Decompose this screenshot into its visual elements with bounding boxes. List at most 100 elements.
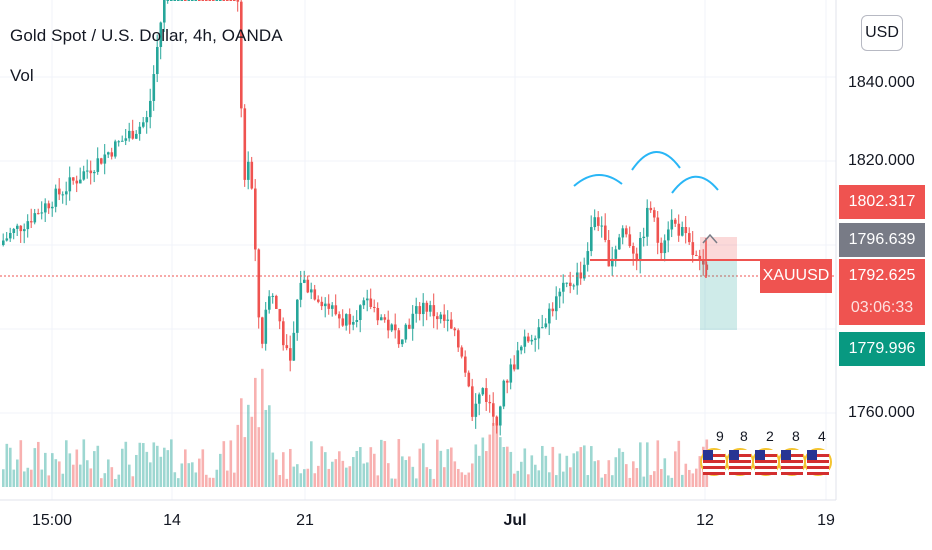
volume-bar bbox=[453, 461, 457, 487]
volume-bar bbox=[215, 469, 219, 487]
volume-bar bbox=[156, 445, 159, 487]
candle-body bbox=[653, 210, 656, 218]
volume-bar bbox=[439, 450, 443, 487]
candle-body bbox=[324, 303, 327, 307]
volume-bar bbox=[576, 451, 579, 487]
volume-bar bbox=[222, 441, 226, 487]
event-count: 8 bbox=[740, 428, 748, 444]
candle-body bbox=[23, 229, 26, 232]
us-flag-event-icon bbox=[726, 448, 754, 476]
candle-body bbox=[478, 394, 481, 404]
volume-bar bbox=[327, 468, 331, 487]
volume-bar bbox=[138, 442, 142, 487]
volume-bar bbox=[89, 468, 93, 487]
candle-body bbox=[345, 314, 348, 326]
candle-body bbox=[282, 321, 285, 346]
us-flag-event-icon bbox=[752, 448, 780, 476]
volume-bar bbox=[345, 467, 348, 487]
volume-bar bbox=[257, 427, 261, 487]
volume-bar bbox=[264, 409, 268, 487]
volume-bar bbox=[432, 478, 436, 487]
volume-bar bbox=[163, 447, 166, 487]
candle-body bbox=[387, 319, 390, 331]
volume-bar bbox=[82, 439, 86, 487]
candle-body bbox=[219, 0, 222, 1]
volume-bar bbox=[373, 453, 376, 487]
candle-body bbox=[481, 388, 485, 395]
time-axis-label: Jul bbox=[503, 512, 527, 529]
candle-body bbox=[40, 212, 44, 214]
volume-bar bbox=[425, 467, 429, 487]
volume-bar bbox=[460, 472, 464, 487]
us-flag-event-icon bbox=[700, 448, 728, 476]
candle-body bbox=[222, 0, 226, 1]
volume-bar bbox=[243, 437, 247, 487]
candle-body bbox=[72, 177, 75, 181]
flag-stripe bbox=[729, 454, 751, 457]
candle-body bbox=[215, 0, 219, 1]
candle-body bbox=[61, 194, 65, 196]
volume-bar bbox=[555, 475, 558, 487]
volume-bar bbox=[40, 469, 44, 487]
candle-body bbox=[33, 213, 37, 223]
volume-bar bbox=[618, 448, 621, 487]
volume-bar bbox=[177, 478, 180, 487]
candle-body bbox=[590, 227, 593, 252]
candle-body bbox=[502, 380, 506, 407]
candle-body bbox=[548, 308, 551, 324]
volume-bar bbox=[499, 437, 502, 487]
volume-bar bbox=[142, 443, 145, 487]
flag-stripe bbox=[729, 460, 751, 463]
currency-button[interactable]: USD bbox=[861, 15, 903, 51]
volume-bar bbox=[471, 463, 474, 487]
left-shoulder-arc bbox=[573, 174, 623, 187]
candle-body bbox=[117, 141, 121, 143]
volume-bar bbox=[562, 471, 565, 487]
candle-body bbox=[677, 223, 681, 236]
low-line-price-tag: 1779.996 bbox=[839, 332, 925, 366]
candle-body bbox=[208, 0, 212, 1]
volume-bar bbox=[26, 467, 30, 487]
volume-indicator-label[interactable]: Vol bbox=[10, 66, 34, 85]
volume-bar bbox=[544, 455, 548, 487]
candle-body bbox=[187, 0, 191, 1]
candle-body bbox=[691, 242, 695, 255]
candle-body bbox=[401, 339, 404, 345]
candle-body bbox=[247, 161, 250, 180]
price-axis-label: 1840.000 bbox=[848, 74, 915, 91]
candle-body bbox=[523, 336, 527, 347]
volume-bar bbox=[681, 474, 684, 487]
volume-bar bbox=[548, 472, 551, 487]
candle-body bbox=[593, 217, 597, 228]
price-axis-label: 1760.000 bbox=[848, 404, 915, 421]
volume-bar bbox=[236, 424, 240, 487]
volume-bar bbox=[289, 448, 292, 487]
candle-body bbox=[51, 206, 54, 209]
volume-bar bbox=[317, 465, 320, 487]
flag-canton bbox=[807, 450, 817, 460]
volume-bar bbox=[348, 466, 352, 487]
candle-body bbox=[604, 225, 607, 241]
volume-bar bbox=[278, 475, 282, 487]
candle-body bbox=[128, 130, 131, 139]
candle-body bbox=[639, 238, 642, 262]
volume-bar bbox=[677, 440, 681, 487]
candle-body bbox=[296, 299, 299, 333]
candle-body bbox=[75, 180, 79, 184]
volume-bar bbox=[590, 446, 593, 487]
candle-body bbox=[359, 305, 362, 321]
flag-stripe bbox=[729, 466, 751, 469]
volume-bar bbox=[51, 453, 54, 487]
time-axis-label: 21 bbox=[296, 512, 314, 529]
volume-bar bbox=[173, 472, 177, 487]
chart-title[interactable]: Gold Spot / U.S. Dollar, 4h, OANDA bbox=[10, 26, 283, 45]
volume-bar bbox=[261, 368, 264, 487]
candle-body bbox=[670, 219, 674, 230]
flag-stripe bbox=[755, 454, 777, 457]
candle-body bbox=[355, 320, 359, 322]
candle-body bbox=[166, 0, 170, 1]
candle-body bbox=[376, 307, 380, 321]
volume-bar bbox=[387, 463, 390, 487]
volume-bar bbox=[124, 441, 128, 487]
